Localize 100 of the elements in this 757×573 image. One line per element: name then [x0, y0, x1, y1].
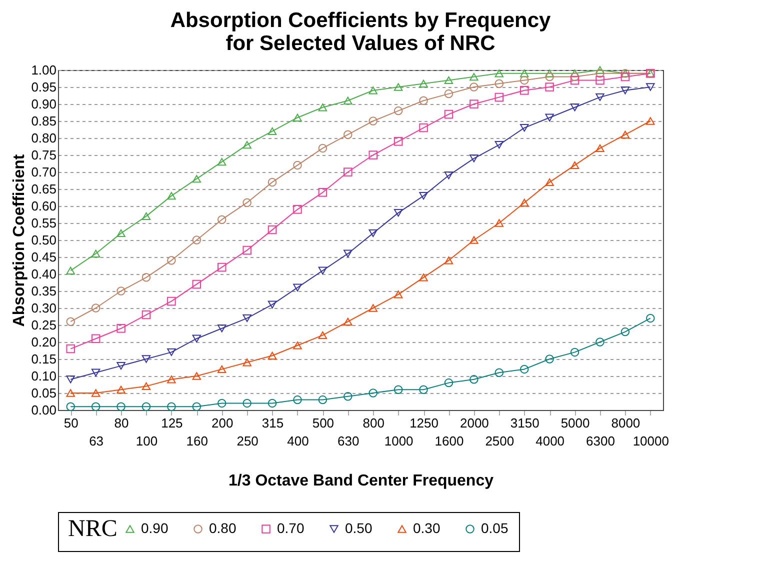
legend-title: NRC — [68, 516, 118, 542]
point — [66, 317, 75, 326]
legend-label: 0.30 — [413, 520, 440, 536]
point — [520, 364, 529, 374]
x-tick-label: 100 — [136, 434, 158, 448]
point — [368, 116, 378, 126]
point — [66, 389, 75, 397]
point — [520, 76, 529, 85]
point — [318, 104, 328, 112]
point — [520, 70, 529, 78]
point — [192, 334, 202, 342]
point — [66, 376, 75, 384]
x-tick-label: 630 — [338, 434, 360, 448]
point — [444, 256, 454, 264]
point — [167, 376, 176, 384]
point — [470, 82, 478, 92]
point — [470, 100, 478, 108]
point — [344, 318, 352, 326]
point — [344, 392, 352, 401]
point — [620, 327, 630, 336]
point — [242, 358, 252, 366]
point — [646, 117, 655, 125]
y-tick-label: 0.00 — [31, 402, 56, 418]
x-tick-label: 1000 — [384, 434, 414, 448]
x-tick-label: 1600 — [434, 434, 464, 448]
point — [91, 334, 100, 343]
x-tick-label: 8000 — [611, 416, 640, 430]
point — [444, 172, 454, 180]
point — [646, 83, 655, 91]
y-tick-label: 0.60 — [31, 198, 56, 214]
x-tick-label: 250 — [236, 434, 258, 448]
legend-label: 0.70 — [277, 520, 304, 536]
point — [66, 266, 75, 274]
point — [217, 262, 226, 272]
point — [394, 290, 403, 298]
point — [620, 130, 630, 138]
y-tick-label: 0.35 — [31, 284, 56, 298]
x-tick-label: 200 — [212, 416, 234, 430]
x-tick-label: 400 — [287, 434, 309, 448]
point — [167, 402, 176, 411]
x-tick-label: 315 — [262, 416, 284, 430]
point — [570, 348, 580, 357]
x-tick-label: 10000 — [632, 434, 669, 448]
point — [91, 389, 100, 397]
point — [268, 178, 277, 187]
point — [545, 178, 554, 186]
point — [66, 402, 75, 411]
point — [91, 368, 100, 376]
point — [494, 79, 504, 88]
point — [470, 236, 478, 244]
x-tick-label: 160 — [186, 434, 208, 448]
point — [419, 385, 428, 394]
point — [545, 114, 554, 122]
point — [570, 104, 580, 112]
point — [318, 188, 328, 197]
x-axis-title: 1/3 Octave Band Center Frequency — [228, 472, 494, 490]
x-tick-label: 1250 — [410, 416, 438, 430]
x-tick-label: 800 — [362, 416, 384, 430]
point — [570, 72, 580, 82]
point — [545, 82, 554, 92]
point — [444, 76, 454, 84]
y-tick-label: 0.55 — [31, 216, 56, 230]
point — [142, 402, 151, 411]
point — [293, 114, 302, 122]
y-tick-label: 0.25 — [31, 318, 56, 332]
x-tick-label: 500 — [312, 416, 334, 430]
point — [318, 331, 328, 340]
point — [494, 70, 504, 78]
point — [545, 354, 554, 364]
point — [167, 256, 176, 265]
legend-label: 0.05 — [481, 520, 508, 536]
x-tick-label: 63 — [89, 434, 104, 448]
point — [344, 168, 352, 176]
x-tick-label: 6300 — [586, 434, 615, 448]
legend-label: 0.50 — [345, 520, 372, 536]
point — [596, 69, 604, 78]
y-tick-label: 0.70 — [31, 164, 56, 180]
y-axis-title: Absorption Coefficient — [11, 154, 28, 327]
chart-title: Absorption Coefficients by Frequency for Selected Values of NRC — [170, 9, 552, 55]
point — [217, 215, 226, 224]
point — [596, 144, 604, 152]
point — [596, 93, 604, 102]
point — [242, 198, 252, 207]
point — [116, 324, 126, 333]
point — [570, 70, 580, 78]
point — [192, 372, 202, 380]
point — [91, 304, 100, 312]
point — [142, 382, 151, 390]
point — [167, 296, 176, 306]
point — [596, 66, 604, 74]
point — [167, 348, 176, 356]
y-tick-label: 0.40 — [31, 266, 56, 282]
point — [394, 208, 403, 217]
point — [344, 130, 352, 139]
point — [394, 385, 403, 394]
point — [116, 229, 126, 238]
x-tick-label: 80 — [114, 416, 129, 430]
legend-label: 0.80 — [209, 520, 236, 536]
point — [494, 140, 504, 149]
point — [268, 300, 277, 308]
